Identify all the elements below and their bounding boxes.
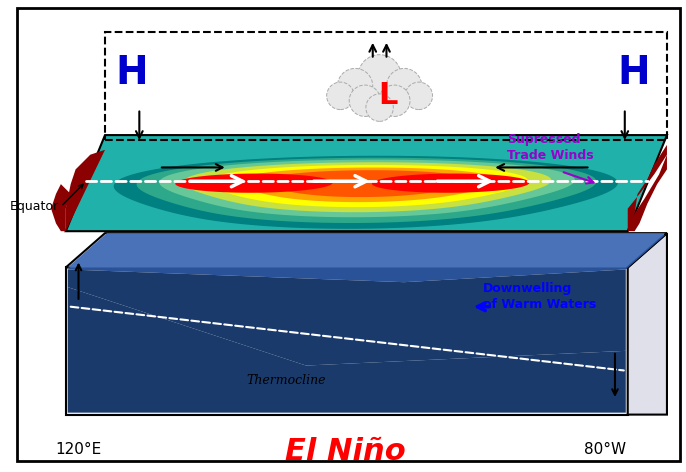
Text: Supressed
Trade Winds: Supressed Trade Winds bbox=[507, 133, 593, 162]
Text: 120°E: 120°E bbox=[56, 442, 102, 457]
Polygon shape bbox=[235, 168, 499, 202]
Polygon shape bbox=[628, 233, 667, 414]
Circle shape bbox=[349, 85, 381, 117]
Text: Downwelling
of Warm Waters: Downwelling of Warm Waters bbox=[482, 282, 596, 312]
Polygon shape bbox=[68, 270, 626, 365]
Text: El Niño: El Niño bbox=[285, 438, 405, 466]
Polygon shape bbox=[628, 155, 667, 231]
Polygon shape bbox=[372, 174, 530, 193]
Circle shape bbox=[386, 68, 422, 104]
Circle shape bbox=[366, 94, 393, 121]
Circle shape bbox=[358, 55, 401, 98]
Circle shape bbox=[405, 82, 433, 110]
Polygon shape bbox=[66, 268, 628, 414]
Text: L: L bbox=[378, 81, 397, 110]
Polygon shape bbox=[137, 158, 596, 223]
Text: H: H bbox=[617, 54, 650, 93]
Polygon shape bbox=[159, 160, 575, 217]
Polygon shape bbox=[68, 287, 626, 413]
Text: 80°W: 80°W bbox=[584, 442, 626, 457]
Polygon shape bbox=[66, 135, 667, 231]
Circle shape bbox=[327, 82, 354, 110]
Polygon shape bbox=[175, 174, 333, 193]
Polygon shape bbox=[68, 233, 665, 268]
Bar bbox=[105, 32, 667, 140]
Text: Equator: Equator bbox=[10, 200, 59, 213]
Polygon shape bbox=[66, 150, 105, 231]
Polygon shape bbox=[206, 165, 528, 207]
Polygon shape bbox=[114, 156, 618, 229]
Polygon shape bbox=[68, 235, 665, 282]
Text: Thermocline: Thermocline bbox=[247, 374, 326, 387]
Text: H: H bbox=[115, 54, 147, 93]
Circle shape bbox=[379, 85, 410, 117]
Polygon shape bbox=[628, 145, 667, 231]
Polygon shape bbox=[183, 162, 552, 212]
Polygon shape bbox=[66, 233, 667, 268]
Polygon shape bbox=[265, 170, 470, 197]
Circle shape bbox=[338, 68, 372, 104]
Polygon shape bbox=[51, 184, 71, 231]
